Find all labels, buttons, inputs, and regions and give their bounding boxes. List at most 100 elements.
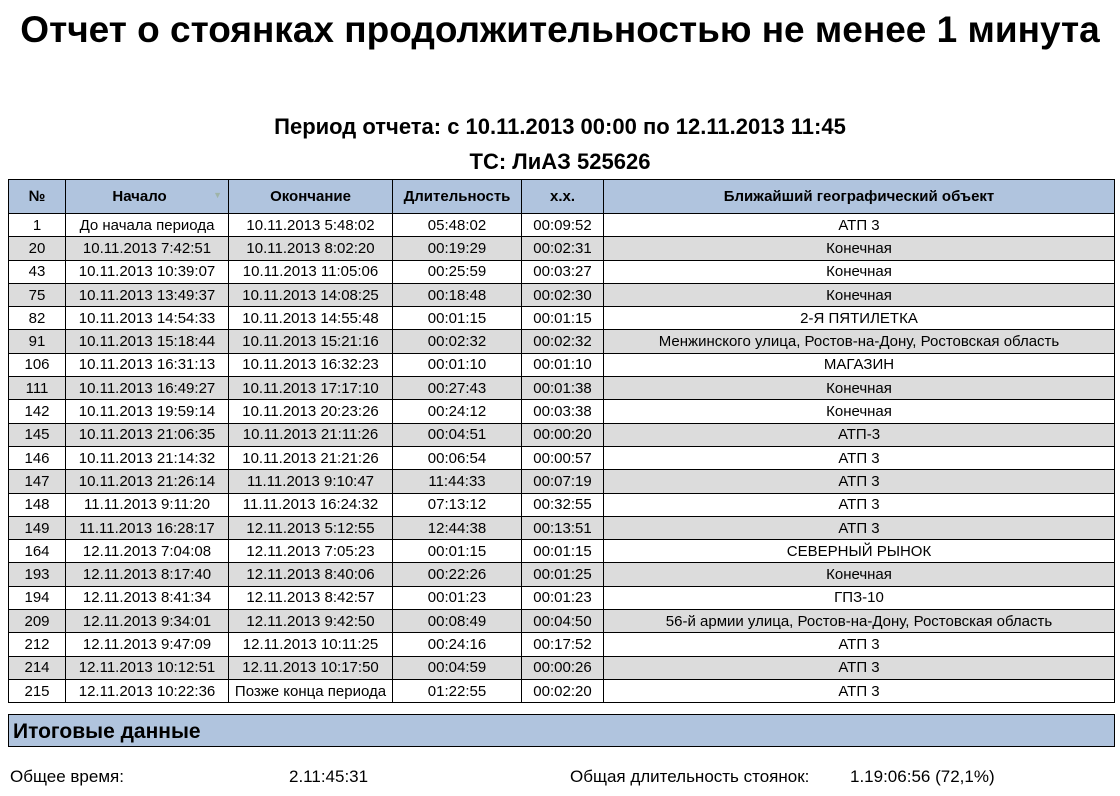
table-cell: 00:03:38 bbox=[521, 399, 604, 424]
parking-duration-label: Общая длительность стоянок: bbox=[570, 767, 810, 786]
column-header-label: Ближайший географический объект bbox=[723, 188, 995, 205]
table-cell: 12.11.2013 9:47:09 bbox=[65, 632, 229, 657]
table-cell: 1 bbox=[8, 212, 66, 238]
table-cell: АТП 3 bbox=[603, 212, 1115, 238]
table-cell: 56-й армии улица, Ростов-на-Дону, Ростов… bbox=[603, 609, 1115, 634]
column-header[interactable]: № bbox=[8, 179, 66, 214]
table-cell: 10.11.2013 13:49:37 bbox=[65, 282, 229, 308]
column-header[interactable]: Начало ▼ bbox=[65, 179, 229, 214]
column-header[interactable]: Окончание bbox=[228, 179, 393, 214]
table-cell: АТП 3 bbox=[603, 469, 1115, 494]
column-header[interactable]: Ближайший географический объект bbox=[603, 179, 1115, 214]
table-cell: АТП 3 bbox=[603, 632, 1115, 657]
table-cell: 00:00:57 bbox=[521, 445, 604, 471]
vehicle-label: ТС: ЛиАЗ 525626 bbox=[469, 149, 651, 174]
table-cell: 00:02:32 bbox=[392, 329, 522, 354]
table-cell: 00:01:10 bbox=[392, 352, 522, 378]
table-row: 212 12.11.2013 9:47:09 12.11.2013 10:11:25… bbox=[8, 632, 1115, 657]
table-row: 43 10.11.2013 10:39:07 10.11.2013 11:05:06… bbox=[8, 259, 1115, 284]
table-cell: 193 bbox=[8, 562, 66, 587]
table-cell: АТП 3 bbox=[603, 492, 1115, 517]
table-cell: 12.11.2013 9:42:50 bbox=[228, 609, 393, 634]
table-cell: 11.11.2013 9:10:47 bbox=[228, 469, 393, 494]
table-cell: 2-Я ПЯТИЛЕТКА bbox=[603, 306, 1115, 331]
total-time-label: Общее время: bbox=[10, 767, 124, 786]
table-row: 145 10.11.2013 21:06:35 10.11.2013 21:11:2… bbox=[8, 422, 1115, 447]
table-row: 148 11.11.2013 9:11:20 11.11.2013 16:24:32… bbox=[8, 492, 1115, 517]
table-cell: Конечная bbox=[603, 282, 1115, 308]
table-cell: 10.11.2013 21:26:14 bbox=[65, 469, 229, 494]
table-cell: 00:02:32 bbox=[521, 329, 604, 354]
table-cell: 00:00:20 bbox=[521, 422, 604, 447]
table-cell: 00:01:15 bbox=[392, 306, 522, 331]
column-header-label: Длительность bbox=[403, 188, 511, 205]
table-cell: 10.11.2013 21:14:32 bbox=[65, 445, 229, 471]
column-header-label: Окончание bbox=[270, 188, 351, 205]
column-header-label: Начало bbox=[112, 188, 167, 205]
table-row: 214 12.11.2013 10:12:51 12.11.2013 10:17:5… bbox=[8, 655, 1115, 680]
table-cell: 194 bbox=[8, 585, 66, 611]
table-cell: 00:08:49 bbox=[392, 609, 522, 634]
column-header[interactable]: Длительность bbox=[392, 179, 522, 214]
table-row: 20 10.11.2013 7:42:51 10.11.2013 8:02:20 00… bbox=[8, 236, 1115, 261]
table-row: 106 10.11.2013 16:31:13 10.11.2013 16:32:2… bbox=[8, 352, 1115, 378]
table-row: 146 10.11.2013 21:14:32 10.11.2013 21:21:2… bbox=[8, 445, 1115, 471]
table-cell: 00:01:15 bbox=[521, 539, 604, 564]
table-row: 215 12.11.2013 10:22:36 Позже конца период… bbox=[8, 678, 1115, 704]
table-cell: 91 bbox=[8, 329, 66, 354]
table-row: 149 11.11.2013 16:28:17 12.11.2013 5:12:55… bbox=[8, 515, 1115, 541]
table-row: 164 12.11.2013 7:04:08 12.11.2013 7:05:23 0… bbox=[8, 539, 1115, 564]
table-cell: 00:04:51 bbox=[392, 422, 522, 447]
table-cell: Конечная bbox=[603, 259, 1115, 284]
table-cell: Конечная bbox=[603, 399, 1115, 424]
table-cell: 10.11.2013 7:42:51 bbox=[65, 236, 229, 261]
table-cell: 11.11.2013 16:28:17 bbox=[65, 515, 229, 541]
table-cell: СЕВЕРНЫЙ РЫНОК bbox=[603, 539, 1115, 564]
sort-indicator-icon[interactable]: ▼ bbox=[213, 190, 222, 200]
table-cell: 75 bbox=[8, 282, 66, 308]
table-cell: 00:07:19 bbox=[521, 469, 604, 494]
table-cell: МАГАЗИН bbox=[603, 352, 1115, 378]
table-cell: 00:01:23 bbox=[392, 585, 522, 611]
table-cell: 43 bbox=[8, 259, 66, 284]
table-cell: АТП 3 bbox=[603, 678, 1115, 704]
table-cell: 00:01:38 bbox=[521, 376, 604, 401]
table-cell: 12.11.2013 7:05:23 bbox=[228, 539, 393, 564]
table-cell: АТП-3 bbox=[603, 422, 1115, 447]
column-header-label: х.х. bbox=[549, 188, 576, 205]
table-cell: До начала периода bbox=[65, 212, 229, 238]
table-cell: 10.11.2013 14:08:25 bbox=[228, 282, 393, 308]
table-cell: Конечная bbox=[603, 376, 1115, 401]
table-row: 75 10.11.2013 13:49:37 10.11.2013 14:08:25… bbox=[8, 282, 1115, 308]
table-cell: 12.11.2013 7:04:08 bbox=[65, 539, 229, 564]
table-cell: 00:04:59 bbox=[392, 655, 522, 680]
table-cell: 00:19:29 bbox=[392, 236, 522, 261]
table-cell: 12.11.2013 8:40:06 bbox=[228, 562, 393, 587]
table-cell: 11.11.2013 16:24:32 bbox=[228, 492, 393, 517]
table-cell: 149 bbox=[8, 515, 66, 541]
table-cell: 10.11.2013 19:59:14 bbox=[65, 399, 229, 424]
table-cell: 00:32:55 bbox=[521, 492, 604, 517]
table-cell: 10.11.2013 21:06:35 bbox=[65, 422, 229, 447]
table-row: 194 12.11.2013 8:41:34 12.11.2013 8:42:57 0… bbox=[8, 585, 1115, 611]
table-cell: 12.11.2013 8:41:34 bbox=[65, 585, 229, 611]
table-row: 82 10.11.2013 14:54:33 10.11.2013 14:55:48… bbox=[8, 306, 1115, 331]
table-cell: 00:01:15 bbox=[392, 539, 522, 564]
column-header[interactable]: х.х. bbox=[521, 179, 604, 214]
table-cell: 00:17:52 bbox=[521, 632, 604, 657]
table-cell: Позже конца периода bbox=[228, 678, 393, 704]
table-cell: 00:01:23 bbox=[521, 585, 604, 611]
table-cell: 11:44:33 bbox=[392, 469, 522, 494]
table-cell: 10.11.2013 10:39:07 bbox=[65, 259, 229, 284]
report-period: Период отчета: с 10.11.2013 00:00 по 12.… bbox=[274, 114, 846, 139]
table-cell: 11.11.2013 9:11:20 bbox=[65, 492, 229, 517]
table-cell: 10.11.2013 15:18:44 bbox=[65, 329, 229, 354]
table-cell: 12.11.2013 10:22:36 bbox=[65, 678, 229, 704]
table-cell: 01:22:55 bbox=[392, 678, 522, 704]
table-cell: 00:00:26 bbox=[521, 655, 604, 680]
table-cell: 10.11.2013 16:31:13 bbox=[65, 352, 229, 378]
table-cell: 00:09:52 bbox=[521, 212, 604, 238]
table-cell: 00:06:54 bbox=[392, 445, 522, 471]
table-cell: 12.11.2013 10:11:25 bbox=[228, 632, 393, 657]
table-cell: 00:24:12 bbox=[392, 399, 522, 424]
